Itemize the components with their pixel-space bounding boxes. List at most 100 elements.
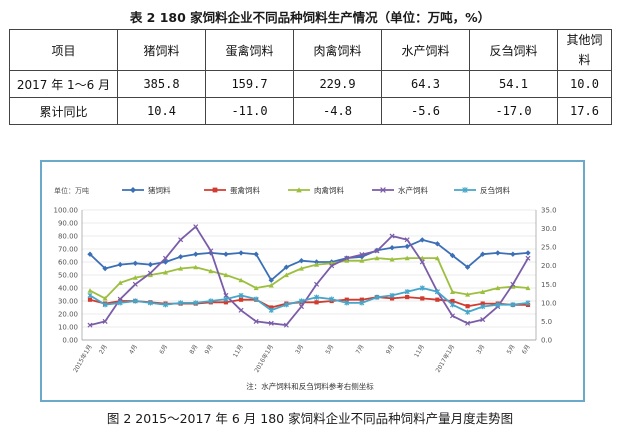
legend-marker-1 <box>212 187 218 193</box>
data-point-3 <box>208 248 214 254</box>
row-label: 2017 年 1～6 月 <box>9 70 118 98</box>
data-point-2 <box>163 269 169 275</box>
data-point-4 <box>117 300 123 306</box>
data-point-4 <box>329 296 335 302</box>
data-point-3 <box>359 252 365 258</box>
data-point-1 <box>480 301 485 306</box>
header-other-feed: 其他饲料 <box>557 29 612 71</box>
header-layer-feed: 蛋禽饲料 <box>205 29 294 71</box>
data-point-4 <box>434 289 440 295</box>
series-line-4 <box>89 287 529 314</box>
data-point-4 <box>208 298 214 304</box>
right-tick-label: 5.0 <box>541 318 552 326</box>
data-point-4 <box>344 300 350 306</box>
right-tick-label: 20.0 <box>541 262 557 270</box>
table-row: 累计同比 10.4 -11.0 -4.8 -5.6 -17.0 17.6 <box>9 97 612 125</box>
table-cell: 385.8 <box>117 70 206 98</box>
data-point-2 <box>344 258 350 263</box>
data-point-0 <box>479 251 486 257</box>
legend-marker-4 <box>462 187 468 193</box>
table-cell: 10.4 <box>117 97 206 125</box>
data-point-3 <box>178 237 184 243</box>
data-point-3 <box>87 322 93 328</box>
data-point-2 <box>117 280 123 285</box>
data-point-2 <box>314 262 320 267</box>
data-point-2 <box>359 258 365 263</box>
right-tick-label: 30.0 <box>541 225 557 233</box>
data-point-3 <box>329 263 335 269</box>
data-point-4 <box>359 300 365 306</box>
legend-label-3: 水产饲料 <box>398 185 428 195</box>
data-point-4 <box>419 285 425 291</box>
right-tick-label: 15.0 <box>541 281 557 289</box>
x-tick-label: 2015年1月 <box>71 343 93 374</box>
data-point-0 <box>283 264 290 270</box>
x-tick-label: 3月 <box>475 344 486 356</box>
header-broiler-feed: 肉禽饲料 <box>293 29 382 71</box>
left-tick-label: 70.00 <box>58 246 78 254</box>
data-point-2 <box>465 292 471 297</box>
data-point-0 <box>464 264 471 270</box>
data-point-3 <box>344 255 350 261</box>
left-tick-label: 30.00 <box>58 298 78 306</box>
data-point-0 <box>102 265 108 272</box>
data-point-3 <box>238 307 244 313</box>
data-point-0 <box>117 261 123 268</box>
x-tick-label: 11月 <box>413 344 426 359</box>
data-point-1 <box>87 297 93 302</box>
data-point-3 <box>525 255 531 261</box>
table-cell: 64.3 <box>381 70 470 98</box>
data-point-0 <box>449 252 456 259</box>
row-label: 累计同比 <box>9 97 118 125</box>
data-point-1 <box>465 304 470 309</box>
data-point-3 <box>102 318 108 324</box>
feed-production-table: 项目 猪饲料 蛋禽饲料 肉禽饲料 水产饲料 反刍饲料 其他饲料 2017 年 1… <box>9 29 612 125</box>
left-tick-label: 0.00 <box>62 337 78 345</box>
data-point-3 <box>223 292 229 298</box>
data-point-3 <box>253 318 259 324</box>
right-tick-label: 0.0 <box>541 337 552 345</box>
figure-caption: 图 2 2015～2017 年 6 月 180 家饲料企业不同品种饲料产量月度走… <box>106 411 514 426</box>
right-tick-label: 25.0 <box>541 244 557 252</box>
x-tick-label: 6月 <box>521 344 532 356</box>
table-cell: -4.8 <box>293 97 382 125</box>
x-tick-label: 8月 <box>188 344 199 356</box>
legend-label-4: 反刍饲料 <box>480 185 510 195</box>
data-point-1 <box>420 296 425 301</box>
legend-label-2: 肉禽饲料 <box>314 185 344 195</box>
table-cell: 229.9 <box>293 70 382 98</box>
legend-marker-2 <box>296 187 302 193</box>
data-point-1 <box>238 297 244 302</box>
data-point-4 <box>163 302 169 308</box>
left-tick-label: 40.00 <box>58 285 78 293</box>
data-point-3 <box>283 322 289 328</box>
data-point-2 <box>208 268 214 274</box>
series-line-2 <box>89 257 529 300</box>
data-point-3 <box>389 233 395 239</box>
data-point-0 <box>419 237 425 243</box>
data-point-0 <box>434 241 441 247</box>
left-tick-label: 60.00 <box>58 259 78 267</box>
data-point-2 <box>178 266 184 271</box>
data-point-3 <box>132 281 138 287</box>
data-point-4 <box>102 302 108 308</box>
data-point-3 <box>268 320 274 326</box>
header-aqua-feed: 水产饲料 <box>381 29 470 71</box>
data-point-1 <box>269 305 274 310</box>
data-point-4 <box>404 289 410 295</box>
table-header-row: 项目 猪饲料 蛋禽饲料 肉禽饲料 水产饲料 反刍饲料 其他饲料 <box>9 29 612 71</box>
x-tick-label: 2月 <box>98 344 109 356</box>
data-point-1 <box>435 297 440 302</box>
data-point-1 <box>223 300 229 305</box>
data-point-3 <box>374 248 380 254</box>
data-point-4 <box>178 300 184 306</box>
x-tick-label: 11月 <box>232 344 245 359</box>
data-point-0 <box>162 259 169 265</box>
data-point-4 <box>314 294 320 300</box>
data-point-3 <box>419 259 425 265</box>
data-point-4 <box>193 300 199 306</box>
left-tick-label: 10.00 <box>58 324 78 332</box>
header-other-feed-label: 其他饲料 <box>566 33 603 67</box>
data-point-4 <box>87 292 93 299</box>
